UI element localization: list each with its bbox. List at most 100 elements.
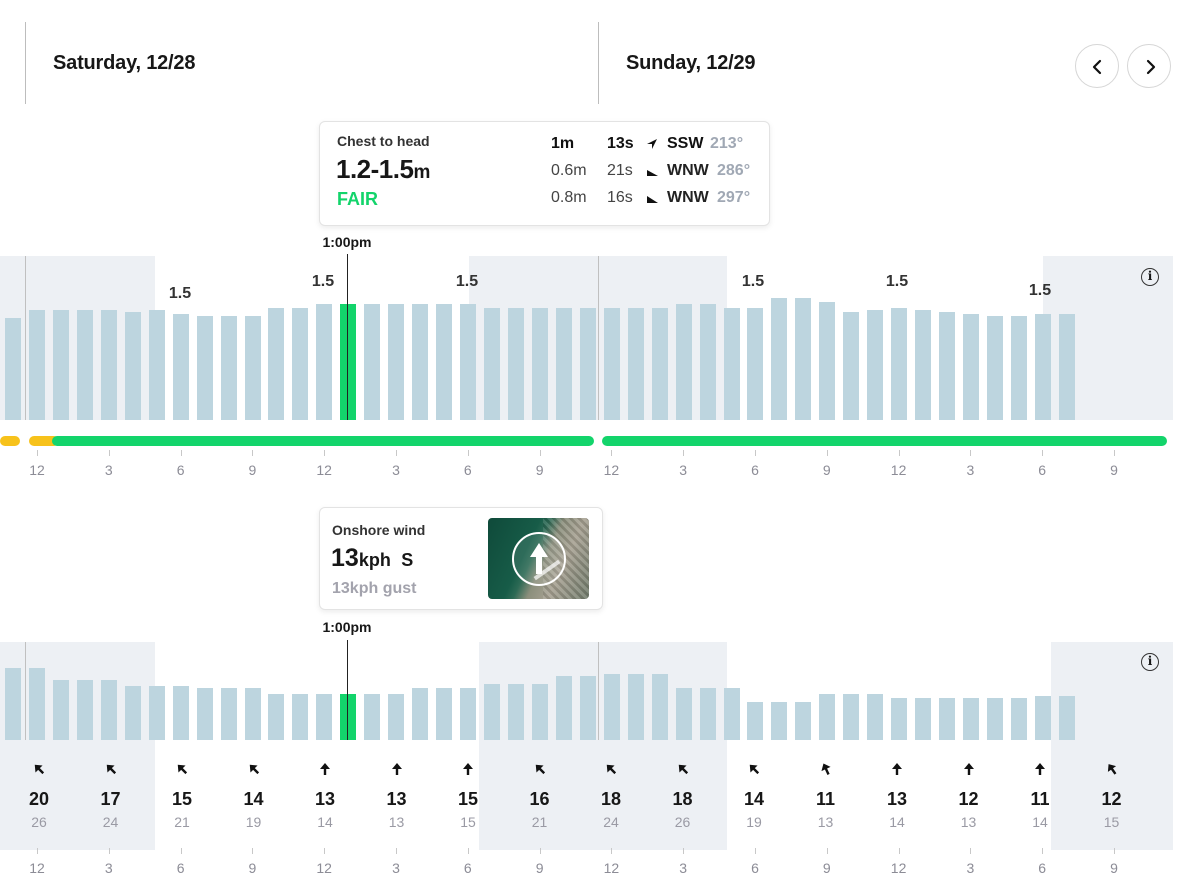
surf-bar[interactable]	[172, 314, 189, 420]
wind-bar[interactable]	[843, 694, 860, 740]
surf-bar[interactable]	[531, 308, 548, 420]
wind-bar[interactable]	[915, 698, 932, 740]
wind-speed-chart[interactable]	[0, 642, 1191, 850]
surf-bar[interactable]	[603, 308, 620, 420]
wind-bar[interactable]	[436, 688, 453, 740]
surf-bar[interactable]	[244, 316, 261, 420]
wind-bar[interactable]	[316, 694, 333, 740]
surf-bar[interactable]	[699, 304, 716, 420]
wind-bar[interactable]	[52, 680, 69, 740]
surf-bar[interactable]	[963, 314, 979, 420]
wind-bar[interactable]	[603, 674, 620, 740]
surf-bar[interactable]	[771, 298, 788, 420]
wind-bar[interactable]	[100, 680, 117, 740]
surf-bar[interactable]	[100, 310, 117, 420]
surf-height-chart[interactable]	[0, 256, 1191, 420]
wind-bar[interactable]	[555, 676, 572, 740]
surf-bar[interactable]	[747, 308, 764, 420]
hour-tick-mark	[898, 450, 900, 456]
surf-bar[interactable]	[316, 304, 333, 420]
previous-day-button[interactable]	[1075, 44, 1119, 88]
info-icon[interactable]: i	[1141, 268, 1159, 286]
wind-bar[interactable]	[531, 684, 548, 740]
wind-bar[interactable]	[76, 680, 93, 740]
wind-bar[interactable]	[795, 702, 812, 740]
surf-bar[interactable]	[5, 318, 21, 420]
wind-bar[interactable]	[891, 698, 908, 740]
wind-bar[interactable]	[651, 674, 668, 740]
wind-bar[interactable]	[124, 686, 141, 740]
wind-bar[interactable]	[484, 684, 500, 740]
surf-bar[interactable]	[220, 316, 237, 420]
next-day-button[interactable]	[1127, 44, 1171, 88]
surf-bar[interactable]	[148, 310, 165, 420]
wind-speed-reading: 13	[886, 789, 908, 809]
surf-bar[interactable]	[723, 308, 740, 420]
wind-bar[interactable]	[268, 694, 285, 740]
surf-bar[interactable]	[675, 304, 692, 420]
surf-bar[interactable]	[867, 310, 884, 420]
wind-bar[interactable]	[172, 686, 189, 740]
wind-bar[interactable]	[412, 688, 429, 740]
surf-bar[interactable]	[1010, 316, 1027, 420]
wind-bar[interactable]	[292, 694, 309, 740]
surf-bar[interactable]	[388, 304, 405, 420]
wind-bar[interactable]	[196, 688, 213, 740]
surf-bar[interactable]	[484, 308, 500, 420]
wind-bar[interactable]	[220, 688, 237, 740]
wind-bar[interactable]	[1058, 696, 1075, 740]
wind-bar[interactable]	[747, 702, 764, 740]
surf-bar[interactable]	[412, 304, 429, 420]
surf-bar[interactable]	[436, 304, 453, 420]
wind-bar[interactable]	[507, 684, 524, 740]
surf-bar[interactable]	[52, 310, 69, 420]
wind-bar[interactable]	[340, 694, 357, 740]
wind-gust-reading: 14	[1032, 814, 1048, 830]
surf-bar[interactable]	[292, 308, 309, 420]
surf-bar[interactable]	[891, 308, 908, 420]
surf-bar[interactable]	[460, 304, 477, 420]
wind-bar[interactable]	[388, 694, 405, 740]
info-icon[interactable]: i	[1141, 653, 1159, 671]
surf-bar[interactable]	[196, 316, 213, 420]
surf-bar[interactable]	[507, 308, 524, 420]
surf-bar[interactable]	[555, 308, 572, 420]
wind-bar[interactable]	[699, 688, 716, 740]
wind-bar[interactable]	[5, 668, 21, 740]
wind-bar[interactable]	[963, 698, 979, 740]
wind-bar[interactable]	[723, 688, 740, 740]
surf-bar[interactable]	[915, 310, 932, 420]
wind-bar[interactable]	[867, 694, 884, 740]
surf-bar[interactable]	[1034, 314, 1051, 420]
wind-bar[interactable]	[1010, 698, 1027, 740]
wind-speed-reading: 16	[529, 789, 550, 809]
wind-bar[interactable]	[986, 698, 1003, 740]
wind-bar[interactable]	[771, 702, 788, 740]
surf-bar[interactable]	[651, 308, 668, 420]
wind-bar[interactable]	[939, 698, 956, 740]
surf-bar[interactable]	[579, 308, 596, 420]
surf-bar[interactable]	[340, 304, 357, 420]
surf-bar[interactable]	[268, 308, 285, 420]
surf-bar[interactable]	[819, 302, 836, 420]
surf-bar[interactable]	[364, 304, 381, 420]
wind-bar[interactable]	[1034, 696, 1051, 740]
surf-bar[interactable]	[627, 308, 644, 420]
wind-bar[interactable]	[579, 676, 596, 740]
wind-bar[interactable]	[148, 686, 165, 740]
surf-bar[interactable]	[124, 312, 141, 420]
wind-bar[interactable]	[28, 668, 45, 740]
surf-bar[interactable]	[843, 312, 860, 420]
surf-bar[interactable]	[939, 312, 956, 420]
surf-bar[interactable]	[986, 316, 1003, 420]
wind-bar[interactable]	[675, 688, 692, 740]
surf-bar[interactable]	[28, 310, 45, 420]
surf-bar[interactable]	[1058, 314, 1075, 420]
surf-bar[interactable]	[76, 310, 93, 420]
wind-bar[interactable]	[819, 694, 836, 740]
surf-bar[interactable]	[795, 298, 812, 420]
wind-bar[interactable]	[244, 688, 261, 740]
wind-bar[interactable]	[364, 694, 381, 740]
wind-bar[interactable]	[460, 688, 477, 740]
wind-bar[interactable]	[627, 674, 644, 740]
